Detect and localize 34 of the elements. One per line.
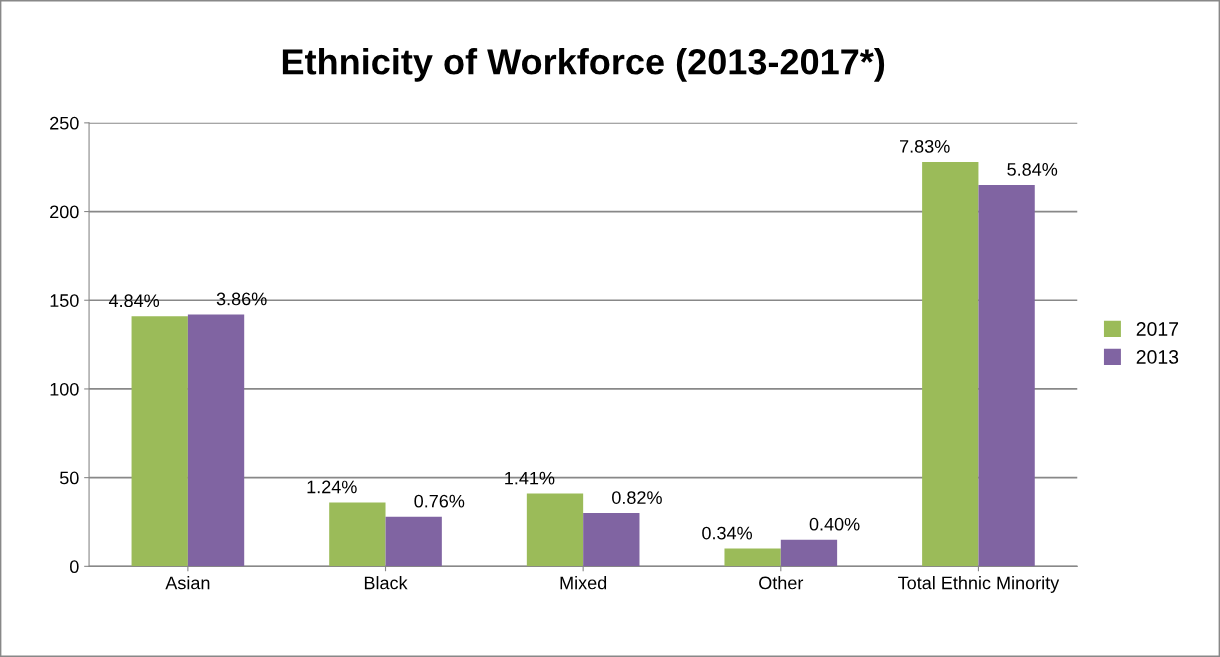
annotation: 1.41% (505, 471, 555, 485)
bar (187, 314, 245, 567)
annotation: 7.83% (900, 139, 950, 153)
annotation: 0.82% (612, 491, 662, 504)
y-tick-label: 200 (50, 205, 79, 219)
chart-title: Ethnicity of Workforce (2013-2017*) (282, 48, 885, 82)
annotation: 0.76% (414, 494, 465, 508)
y-tick-label: 0 (70, 560, 79, 574)
bar (526, 493, 584, 567)
bar (329, 502, 386, 567)
x-tick-label: Black (364, 576, 408, 590)
annotation: 4.84% (108, 294, 160, 308)
annotation: 0.40% (809, 517, 860, 531)
bar (724, 548, 781, 567)
y-tick-label: 150 (50, 294, 79, 307)
legend-label: 2017 (1136, 322, 1179, 336)
bar (780, 539, 838, 567)
y-tick-label: 250 (50, 116, 79, 130)
bar (978, 184, 1035, 567)
x-tick-label: Mixed (560, 576, 607, 590)
y-tick-label: 100 (50, 382, 79, 396)
bar (583, 513, 640, 567)
bar (131, 316, 188, 567)
bar (922, 161, 979, 567)
annotation: 1.24% (307, 480, 357, 494)
legend-label: 2013 (1136, 350, 1179, 364)
annotation: 5.84% (1007, 163, 1058, 176)
x-tick-label: Asian (165, 576, 210, 590)
x-tick-label: Other (759, 576, 804, 590)
bar (385, 516, 442, 567)
annotation: 3.86% (216, 292, 267, 306)
x-tick-label: Total Ethnic Minority (898, 576, 1060, 593)
annotation: 0.34% (702, 526, 752, 540)
y-tick-label: 50 (59, 471, 79, 485)
